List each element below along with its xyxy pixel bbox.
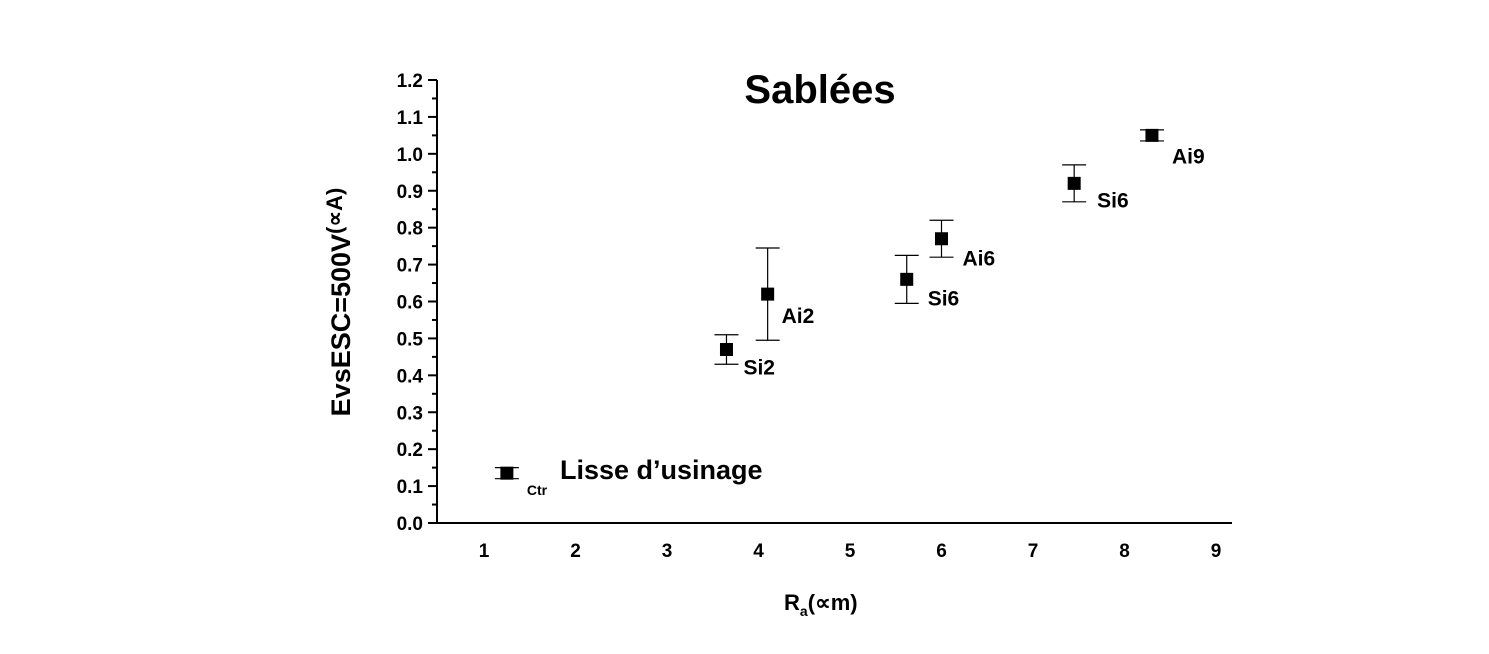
y-tick-label: 0.1 (397, 477, 424, 498)
data-point-marker (935, 232, 948, 246)
data-point-label: Ctr (527, 482, 548, 498)
error-bars (494, 129, 1164, 480)
x-tick-label: 5 (845, 541, 856, 562)
y-tick-label: 0.6 (397, 293, 423, 314)
y-tick-label: 1.1 (397, 108, 424, 129)
y-tick-label: 0.2 (397, 440, 423, 461)
axes (436, 80, 1232, 524)
x-tick-label: 4 (753, 541, 764, 562)
x-axis-label-unit: (∝m) (808, 590, 858, 615)
y-tick-label: 0.7 (397, 256, 423, 277)
x-tick-label: 1 (479, 541, 490, 562)
data-point-marker (719, 342, 733, 356)
x-ticks: 1 2 3 4 5 6 7 8 9 (479, 541, 1222, 562)
x-axis-label: Ra(∝m) (784, 590, 858, 619)
data-point-marker (900, 272, 914, 286)
x-tick-label: 7 (1028, 541, 1039, 562)
data-points (500, 128, 1159, 480)
y-axis-label: EvsESC=500V(∝A) (322, 188, 356, 417)
x-tick-label: 3 (662, 541, 673, 562)
data-point-label: Si2 (743, 356, 775, 379)
data-point-marker (1067, 176, 1081, 190)
data-point-label: Ai2 (782, 305, 815, 328)
x-tick-label: 8 (1119, 541, 1130, 562)
chart-title: Sablées (744, 68, 895, 112)
data-point-label: Si6 (928, 287, 960, 310)
y-ticks: 0.0 0.1 0.2 0.3 0.4 0.5 0.6 0.7 0.8 0.9 1.0 1.1 1.2 (397, 71, 437, 535)
x-tick-label: 6 (936, 541, 947, 562)
data-point-label: Ai6 (963, 248, 996, 271)
data-point-label: Ai9 (1172, 145, 1205, 168)
y-tick-label: 0.4 (397, 366, 424, 387)
y-tick-label: 0.5 (397, 329, 424, 350)
y-tick-label: 1.2 (397, 71, 423, 92)
y-axis-label-main: EvsESC=500V (326, 234, 356, 416)
data-point-label: Si6 (1097, 189, 1129, 212)
data-point-marker (1145, 128, 1159, 142)
data-point-marker (500, 466, 514, 480)
y-tick-label: 0.9 (397, 182, 423, 203)
y-tick-label: 0.3 (397, 403, 423, 424)
y-tick-label: 0.0 (397, 514, 423, 535)
y-axis-label-unit: (∝A) (322, 188, 347, 234)
x-axis-label-main: R (784, 590, 800, 615)
x-tick-label: 9 (1211, 541, 1222, 562)
y-tick-label: 1.0 (397, 145, 423, 166)
y-tick-label: 0.8 (397, 219, 423, 240)
data-point-marker (761, 287, 775, 301)
x-axis-label-sub: a (800, 603, 808, 619)
x-tick-label: 2 (570, 541, 581, 562)
annotation-lisse-usinage: Lisse d’usinage (560, 455, 763, 485)
